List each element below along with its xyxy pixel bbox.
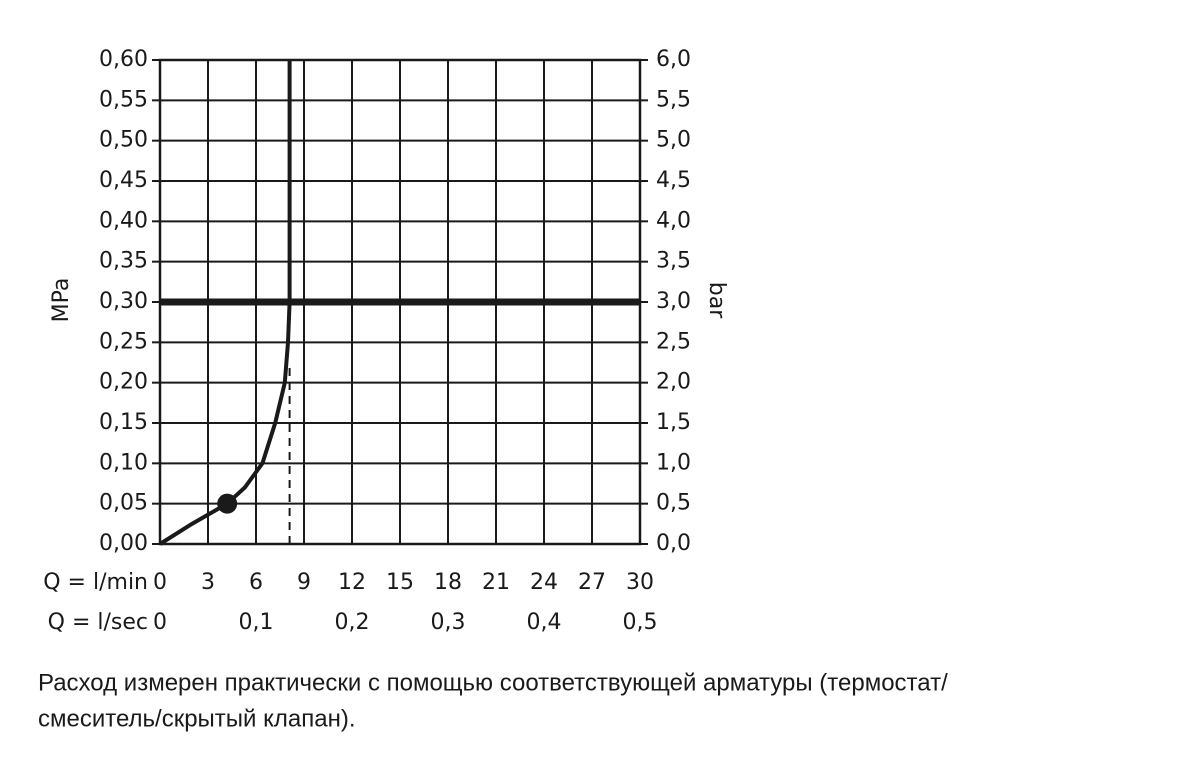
x-tick-label: 3 [201,570,215,595]
x2-tick-label: 0,3 [431,610,466,635]
y-axis-label: MPa [49,278,74,323]
y-tick-label: 0,00 [99,531,148,556]
x-tick-label: 9 [297,570,311,595]
x2-tick-label: 0,4 [527,610,562,635]
y2-tick-label: 2,0 [656,370,691,395]
y2-tick-label: 1,0 [656,450,691,475]
y-tick-label: 0,15 [99,410,148,435]
y2-tick-label: 0,5 [656,491,691,516]
x-tick-label: 30 [626,570,654,595]
y2-tick-label: 3,0 [656,289,691,314]
y2-tick-label: 2,5 [656,329,691,354]
y-tick-label: 0,30 [99,289,148,314]
x2-tick-label: 0 [153,610,167,635]
y-tick-label: 0,25 [99,329,148,354]
y-tick-label: 0,60 [99,47,148,72]
y2-tick-label: 0,0 [656,531,691,556]
x2-tick-label: 0,2 [335,610,370,635]
x-tick-label: 6 [249,570,263,595]
x2-tick-label: 0,5 [623,610,658,635]
x-tick-label: 27 [578,570,606,595]
y-tick-label: 0,40 [99,208,148,233]
y2-tick-label: 5,0 [656,128,691,153]
x2-row-label: Q = l/sec [48,610,148,635]
x-tick-label: 24 [530,570,558,595]
y-tick-label: 0,10 [99,450,148,475]
x-tick-label: 18 [434,570,462,595]
x-tick-label: 21 [482,570,510,595]
y-tick-label: 0,20 [99,370,148,395]
caption: Расход измерен практически с помощью соо… [38,669,948,696]
x-row-label: Q = l/min [43,570,148,595]
y-tick-label: 0,55 [99,87,148,112]
y2-tick-label: 1,5 [656,410,691,435]
y-tick-label: 0,35 [99,249,148,274]
y-tick-label: 0,45 [99,168,148,193]
y-tick-label: 0,50 [99,128,148,153]
marker [217,493,238,514]
x-tick-label: 15 [386,570,414,595]
curve [158,60,292,546]
y2-tick-label: 5,5 [656,87,691,112]
y-tick-label: 0,05 [99,491,148,516]
y2-axis-label: bar [704,282,729,319]
x-tick-label: 12 [338,570,366,595]
y2-tick-label: 3,5 [656,249,691,274]
caption: смеситель/скрытый клапан). [38,705,356,732]
x2-tick-label: 0,1 [239,610,274,635]
y2-tick-label: 6,0 [656,47,691,72]
y2-tick-label: 4,0 [656,208,691,233]
y2-tick-label: 4,5 [656,168,691,193]
x-tick-label: 0 [153,570,167,595]
